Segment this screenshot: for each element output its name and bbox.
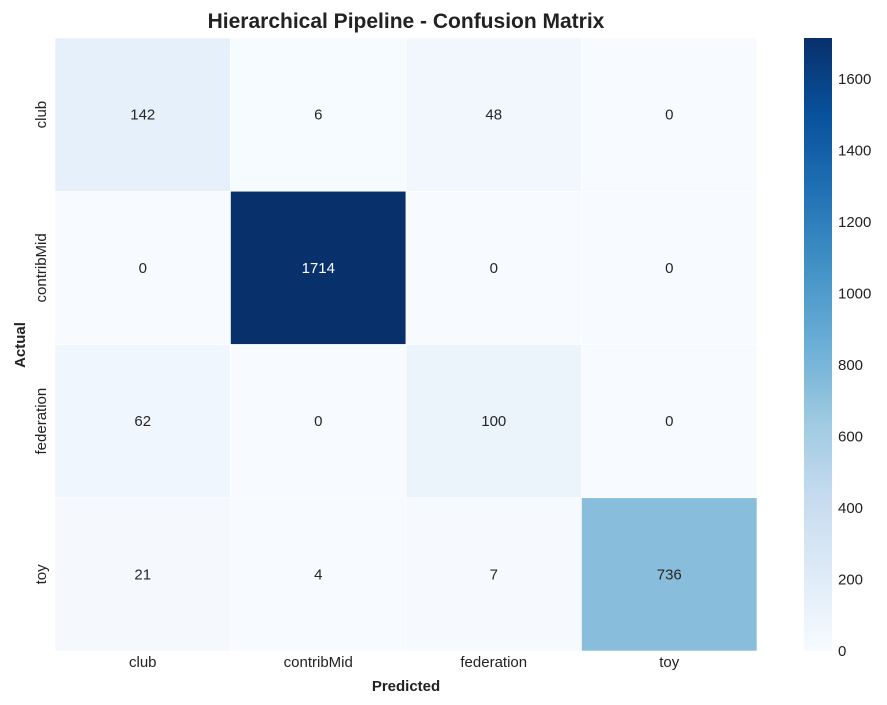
heatmap-cell <box>54 37 231 192</box>
cell-value-label: 48 <box>485 107 502 124</box>
heatmap-cell <box>581 37 758 192</box>
y-tick-label: federation <box>33 388 50 455</box>
cell-value-label: 100 <box>481 413 506 430</box>
cell-value-label: 0 <box>490 260 498 277</box>
heatmap-cell <box>54 497 231 652</box>
cell-value-label: 4 <box>314 566 322 583</box>
cell-value-label: 0 <box>314 413 322 430</box>
colorbar-tick-label: 600 <box>838 428 863 445</box>
heatmap-cell <box>405 497 582 652</box>
colorbar-tick-label: 400 <box>838 500 863 517</box>
cell-value-label: 0 <box>665 413 673 430</box>
x-tick-label: toy <box>659 654 680 671</box>
cell-value-label: 142 <box>130 107 155 124</box>
chart-title: Hierarchical Pipeline - Confusion Matrix <box>208 10 605 33</box>
heatmap-cell <box>405 37 582 192</box>
heatmap-cell <box>581 344 758 499</box>
x-axis-label: Predicted <box>372 678 440 695</box>
y-tick-label: club <box>33 101 50 129</box>
y-tick-label: toy <box>33 564 50 585</box>
heatmap-cell <box>581 190 758 345</box>
colorbar-tick-label: 200 <box>838 571 863 588</box>
cell-value-label: 21 <box>134 566 151 583</box>
cell-value-label: 6 <box>314 107 322 124</box>
cell-value-label: 7 <box>490 566 498 583</box>
cell-value-label: 0 <box>139 260 147 277</box>
colorbar-tick-label: 800 <box>838 357 863 374</box>
x-tick-labels: club contribMid federation toy <box>129 654 680 671</box>
heatmap-cell <box>230 37 407 192</box>
cell-value-label: 62 <box>134 413 151 430</box>
heatmap-cell <box>230 190 407 345</box>
colorbar-tick-label: 1600 <box>838 71 871 88</box>
heatmap-cell <box>581 497 758 652</box>
y-tick-label: contribMid <box>33 233 50 302</box>
heatmap-cell <box>405 190 582 345</box>
y-axis-label: Actual <box>12 322 29 368</box>
y-tick-labels: club contribMid federation toy <box>33 101 50 585</box>
cell-value-label: 0 <box>665 107 673 124</box>
colorbar-tick-label: 1400 <box>838 142 871 159</box>
heatmap-cell <box>54 190 231 345</box>
colorbar-tick-label: 1200 <box>838 214 871 231</box>
heatmap-cell <box>230 344 407 499</box>
heatmap-cell <box>230 497 407 652</box>
x-tick-label: club <box>129 654 157 671</box>
cell-value-label: 736 <box>657 566 682 583</box>
colorbar <box>804 38 832 651</box>
cell-value-label: 1714 <box>302 260 335 277</box>
heatmap-cells: 142 6 48 0 0 1714 0 0 62 0 100 0 21 4 7 736 <box>54 37 758 652</box>
colorbar-tick-label: 0 <box>838 643 846 660</box>
colorbar-tick-labels: 0 200 400 600 800 1000 1200 1400 1600 <box>838 71 871 660</box>
x-tick-label: contribMid <box>284 654 353 671</box>
colorbar-tick-label: 1000 <box>838 285 871 302</box>
x-tick-label: federation <box>460 654 527 671</box>
cell-value-label: 0 <box>665 260 673 277</box>
